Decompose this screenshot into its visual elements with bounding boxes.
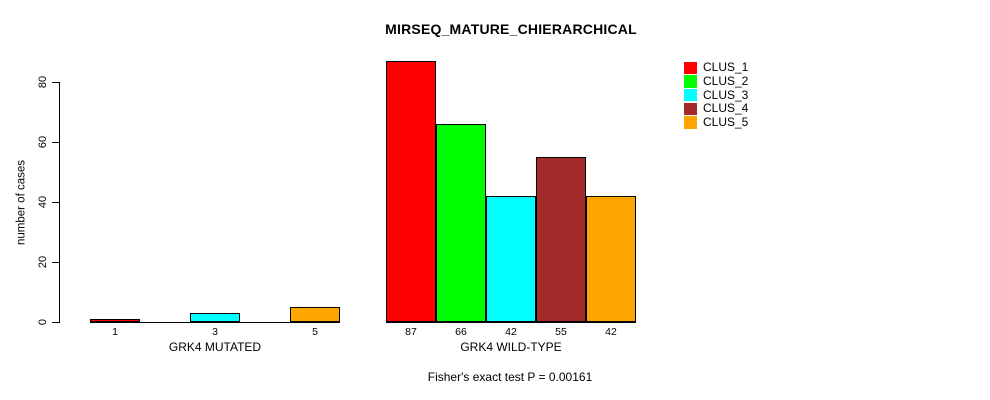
bar-clus_2 (436, 124, 486, 322)
legend-label: CLUS_1 (703, 60, 749, 75)
y-tick-label: 80 (37, 75, 49, 89)
bar-clus_3 (486, 196, 536, 322)
y-tick (52, 202, 59, 203)
legend-row: CLUS_5 (684, 116, 748, 130)
legend-swatch-clus-1 (684, 61, 697, 75)
legend-label: CLUS_4 (703, 101, 749, 116)
group-label: GRK4 MUTATED (168, 340, 262, 354)
bar-clus_1 (386, 61, 436, 322)
bar-clus_5 (586, 196, 636, 322)
legend-swatch-clus-5 (684, 116, 697, 129)
legend-swatch-clus-4 (684, 102, 697, 116)
legend-label: CLUS_5 (703, 115, 749, 130)
annotation-fisher-test: Fisher's exact test P = 0.00161 (427, 370, 593, 384)
legend: CLUS_1 CLUS_2 CLUS_3 CLUS_4 CLUS_5 (684, 61, 748, 129)
y-tick (52, 82, 59, 83)
legend-label: CLUS_3 (703, 87, 749, 102)
y-tick-label: 0 (37, 318, 49, 326)
legend-swatch-clus-3 (684, 88, 697, 102)
x-axis-line (90, 322, 340, 323)
bar-value-label: 1 (112, 326, 118, 338)
group-label: GRK4 WILD-TYPE (460, 340, 562, 354)
bar-value-label: 87 (405, 326, 417, 338)
bar-clus_3 (190, 313, 240, 322)
y-tick (52, 262, 59, 263)
bar-value-label: 42 (505, 326, 517, 338)
bar-value-label: 5 (312, 326, 318, 338)
bar-clus_4 (536, 157, 586, 322)
y-tick-label: 40 (37, 195, 49, 209)
legend-label: CLUS_2 (703, 74, 749, 89)
legend-row: CLUS_3 (684, 88, 748, 102)
bar-clus_5 (290, 307, 340, 322)
legend-row: CLUS_2 (684, 75, 748, 89)
legend-row: CLUS_1 (684, 61, 748, 75)
bar-clus_1 (90, 319, 140, 322)
chart-title: MIRSEQ_MATURE_CHIERARCHICAL (385, 21, 637, 37)
y-tick (52, 142, 59, 143)
y-tick (52, 322, 59, 323)
y-tick-label: 20 (37, 255, 49, 269)
bar-value-label: 55 (555, 326, 567, 338)
bar-value-label: 42 (605, 326, 617, 338)
bar-value-label: 3 (212, 326, 218, 338)
x-axis-line (386, 322, 636, 323)
y-tick-label: 60 (37, 135, 49, 149)
legend-row: CLUS_4 (684, 102, 748, 116)
bar-value-label: 66 (455, 326, 467, 338)
y-axis-line (59, 82, 60, 323)
legend-swatch-clus-2 (684, 75, 697, 88)
